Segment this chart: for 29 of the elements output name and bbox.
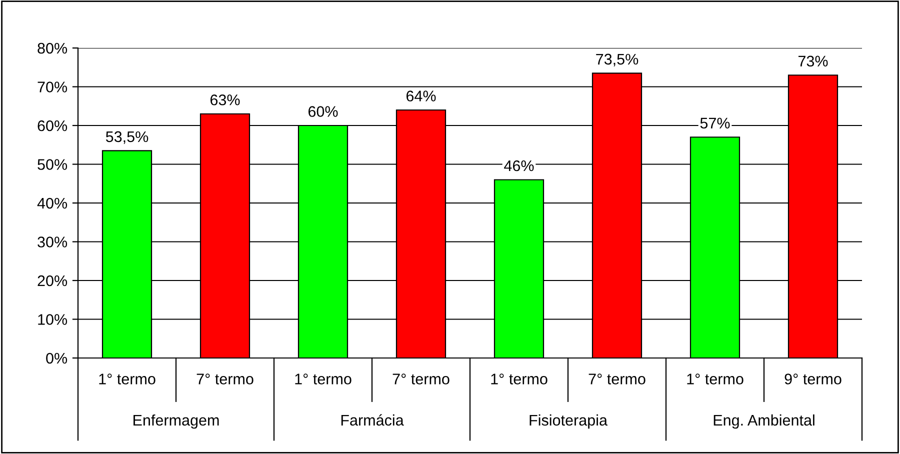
x-tick-label: 7° termo — [392, 374, 450, 384]
x-tick-label: 1° termo — [99, 374, 156, 384]
y-tick-label: 70% — [38, 82, 68, 92]
y-tick-label: 40% — [37, 198, 68, 209]
text: Farmácia — [341, 414, 404, 426]
y-tick-label: 20% — [38, 275, 68, 286]
y-tick-label: 30% — [38, 236, 68, 248]
y-tick-label: 60% — [38, 120, 68, 132]
x-tick-label: 1° termo — [295, 374, 352, 384]
y-tick-label: 10% — [38, 314, 68, 325]
text: Enfermagem — [134, 414, 219, 429]
x-tick-label: 1° termo — [687, 374, 744, 384]
text: Eng. Ambiental — [714, 414, 814, 429]
data-label: 46% — [504, 160, 534, 172]
y-tick-label: 80% — [38, 42, 68, 54]
text: Fisioterapia — [530, 414, 608, 429]
data-label: 60% — [308, 106, 338, 117]
x-tick-label: 9° termo — [784, 374, 842, 384]
x-tick-label: 7° termo — [196, 374, 254, 384]
data-label: 73,5% — [596, 54, 638, 66]
x-tick-label: 7° termo — [588, 374, 646, 384]
x-tick-label: 1° termo — [491, 374, 548, 384]
data-label: 53,5% — [106, 131, 148, 144]
data-label: 63% — [210, 94, 240, 106]
data-label: 57% — [700, 118, 730, 129]
data-label: 64% — [406, 90, 436, 102]
y-tick-label: 50% — [38, 159, 68, 170]
data-label: 73% — [798, 56, 828, 67]
y-tick-label: 0% — [46, 352, 68, 364]
